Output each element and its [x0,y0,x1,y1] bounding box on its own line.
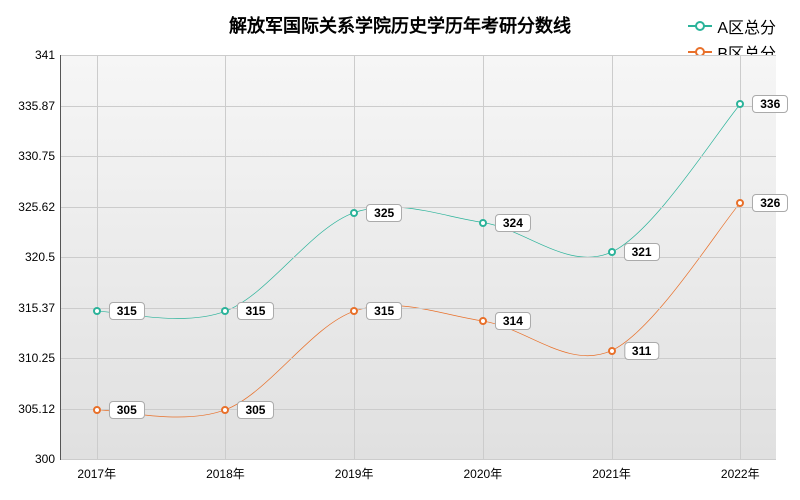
gridline-h [61,409,776,410]
y-tick-label: 320.5 [25,250,61,264]
data-point [93,406,101,414]
data-point [93,307,101,315]
data-point [221,406,229,414]
x-tick-label: 2020年 [463,459,502,482]
value-label: 305 [109,401,145,419]
gridline-h [61,207,776,208]
gridline-v [612,55,613,459]
gridline-v [740,55,741,459]
legend-swatch-b [688,51,712,53]
y-tick-label: 300 [35,452,61,466]
legend-item: A区总分 [688,14,776,38]
y-tick-label: 315.37 [18,301,61,315]
x-tick-label: 2018年 [206,459,245,482]
gridline-v [97,55,98,459]
data-point [736,100,744,108]
y-tick-label: 310.25 [18,351,61,365]
data-point [350,307,358,315]
legend-label: A区总分 [717,14,776,38]
data-point [608,248,616,256]
value-label: 305 [237,401,273,419]
y-tick-label: 341 [35,48,61,62]
data-point [479,317,487,325]
value-label: 315 [237,302,273,320]
data-point [221,307,229,315]
gridline-h [61,156,776,157]
gridline-h [61,55,776,56]
chart-container: 解放军国际关系学院历史学历年考研分数线 A区总分 B区总分 300305.123… [0,0,800,500]
x-tick-label: 2021年 [592,459,631,482]
x-tick-label: 2017年 [77,459,116,482]
series-line [97,203,741,417]
value-label: 315 [109,302,145,320]
data-point [608,347,616,355]
gridline-v [225,55,226,459]
gridline-h [61,257,776,258]
value-label: 326 [752,194,788,212]
legend-swatch-a [688,25,712,27]
value-label: 311 [624,342,659,360]
data-point [350,209,358,217]
gridline-v [354,55,355,459]
value-label: 325 [366,204,402,222]
gridline-h [61,358,776,359]
gridline-h [61,459,776,460]
y-tick-label: 305.12 [18,402,61,416]
y-tick-label: 330.75 [18,149,61,163]
x-tick-label: 2022年 [721,459,760,482]
data-point [736,199,744,207]
data-point [479,219,487,227]
value-label: 315 [366,302,402,320]
series-line [97,104,741,318]
value-label: 321 [624,243,660,261]
gridline-v [483,55,484,459]
x-tick-label: 2019年 [335,459,374,482]
y-tick-label: 325.62 [18,200,61,214]
chart-title: 解放军国际关系学院历史学历年考研分数线 [229,12,571,38]
y-tick-label: 335.87 [18,99,61,113]
value-label: 324 [495,214,531,232]
gridline-h [61,106,776,107]
value-label: 336 [752,95,788,113]
plot-area: 300305.12310.25315.37320.5325.62330.7533… [60,55,776,460]
value-label: 314 [495,312,531,330]
gridline-h [61,308,776,309]
